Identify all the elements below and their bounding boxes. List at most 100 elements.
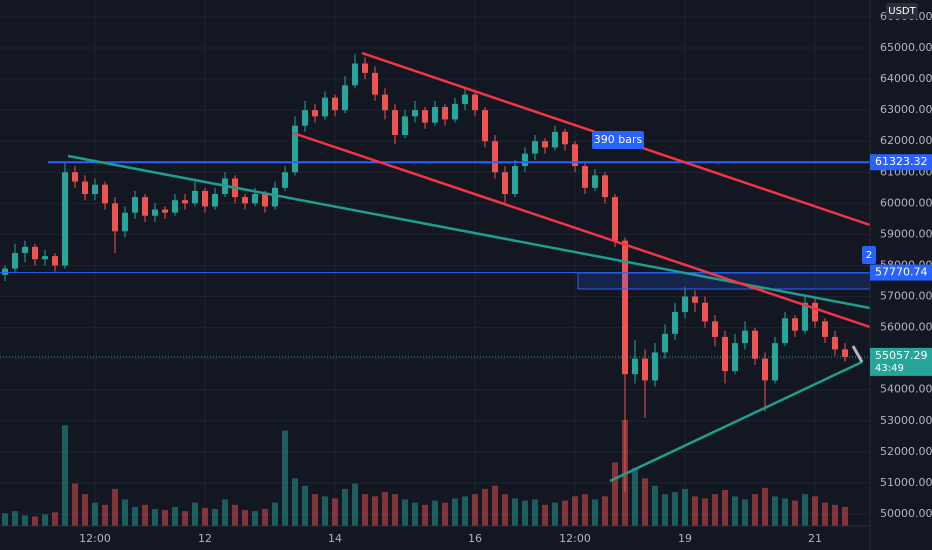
candle-body: [62, 172, 68, 266]
volume-bar: [242, 510, 248, 526]
price-label-bg: [870, 154, 932, 171]
volume-bar: [362, 494, 368, 526]
volume-bar: [832, 504, 838, 526]
volume-bar: [792, 500, 798, 526]
candle-body: [712, 321, 718, 337]
volume-bar: [732, 496, 738, 526]
volume-bar: [812, 496, 818, 526]
candle-body: [142, 197, 148, 216]
candle-body: [762, 358, 768, 381]
candle-body: [342, 85, 348, 111]
candle-body: [792, 318, 798, 331]
volume-bar: [102, 504, 108, 526]
candle-body: [412, 110, 418, 117]
candle-body: [402, 116, 408, 135]
candle-body: [472, 94, 478, 111]
volume-bar: [662, 494, 668, 526]
volume-bar: [652, 485, 658, 526]
candle-body: [102, 184, 108, 204]
volume-bar: [692, 496, 698, 526]
last-price-bg: [870, 347, 932, 376]
volume-bar: [42, 514, 48, 526]
volume-bar: [302, 485, 308, 526]
volume-bar: [272, 502, 278, 526]
price-label: 57770.74: [875, 266, 928, 279]
candle-body: [352, 63, 358, 86]
last-price: 55057.29: [875, 349, 928, 362]
candle-body: [432, 107, 438, 123]
candle-body: [322, 97, 328, 117]
candle-body: [302, 110, 308, 126]
candle-body: [22, 246, 28, 254]
bars-badge[interactable]: [592, 131, 644, 149]
volume-bar: [542, 504, 548, 526]
candle-body: [422, 110, 428, 123]
candle-body: [652, 352, 658, 381]
candle-body: [722, 336, 728, 372]
candle-body: [292, 125, 298, 173]
y-tick-label: 51000.00: [880, 476, 932, 489]
price-label-bg: [870, 264, 932, 281]
candle-body: [282, 172, 288, 188]
volume-bar: [132, 506, 138, 526]
currency: USDT: [888, 6, 916, 17]
volume-bar: [552, 502, 558, 526]
candle-layer: [0, 54, 870, 493]
candle-body: [582, 166, 588, 188]
volume-bar: [632, 467, 638, 526]
candle-body: [702, 302, 708, 322]
candle-body: [312, 110, 318, 117]
bars-label: 390 bars: [594, 133, 643, 146]
candle-body: [562, 131, 568, 145]
volume-bar: [502, 494, 508, 526]
candle-body: [622, 240, 628, 375]
candle-body: [122, 212, 128, 232]
volume-bar: [32, 516, 38, 526]
candle-body: [362, 63, 368, 73]
volume-bar: [452, 498, 458, 526]
candle-body: [552, 131, 558, 148]
x-tick-label: 14: [328, 532, 342, 545]
volume-bar: [672, 492, 678, 526]
candle-body: [442, 107, 448, 120]
volume-bar: [512, 498, 518, 526]
volume-bar: [312, 494, 318, 526]
candle-body: [462, 94, 468, 104]
candle-body: [482, 110, 488, 142]
volume-bar: [322, 496, 328, 526]
currency-badge[interactable]: [886, 3, 918, 19]
candle-body: [812, 302, 818, 322]
volume-bar: [392, 494, 398, 526]
volume-bar: [462, 496, 468, 526]
y-tick-label: 64000.00: [880, 72, 932, 85]
candle-body: [192, 190, 198, 204]
candle-body: [42, 256, 48, 260]
side-badge[interactable]: [862, 246, 876, 264]
volume-bar: [2, 513, 8, 526]
volume-bar: [742, 499, 748, 526]
candle-body: [152, 209, 158, 216]
volume-bar: [402, 499, 408, 526]
candle-body: [332, 97, 338, 111]
volume-bar: [592, 499, 598, 526]
volume-bar: [212, 509, 218, 526]
candle-body: [752, 330, 758, 359]
candle-body: [12, 253, 18, 269]
candle-body: [782, 318, 788, 344]
candle-body: [452, 103, 458, 120]
volume-bar: [442, 502, 448, 526]
candle-body: [662, 333, 668, 353]
volume-bar: [342, 488, 348, 526]
volume-bar: [162, 510, 168, 526]
side-badge-label: 2: [866, 250, 872, 261]
candle-body: [382, 94, 388, 111]
overlay: USDT 2: [862, 3, 918, 264]
candle-body: [112, 203, 118, 232]
volume-bar: [142, 504, 148, 526]
candle-body: [542, 141, 548, 148]
candle-body: [682, 296, 688, 313]
x-tick-label: 19: [678, 532, 692, 545]
candle-body: [32, 246, 38, 260]
